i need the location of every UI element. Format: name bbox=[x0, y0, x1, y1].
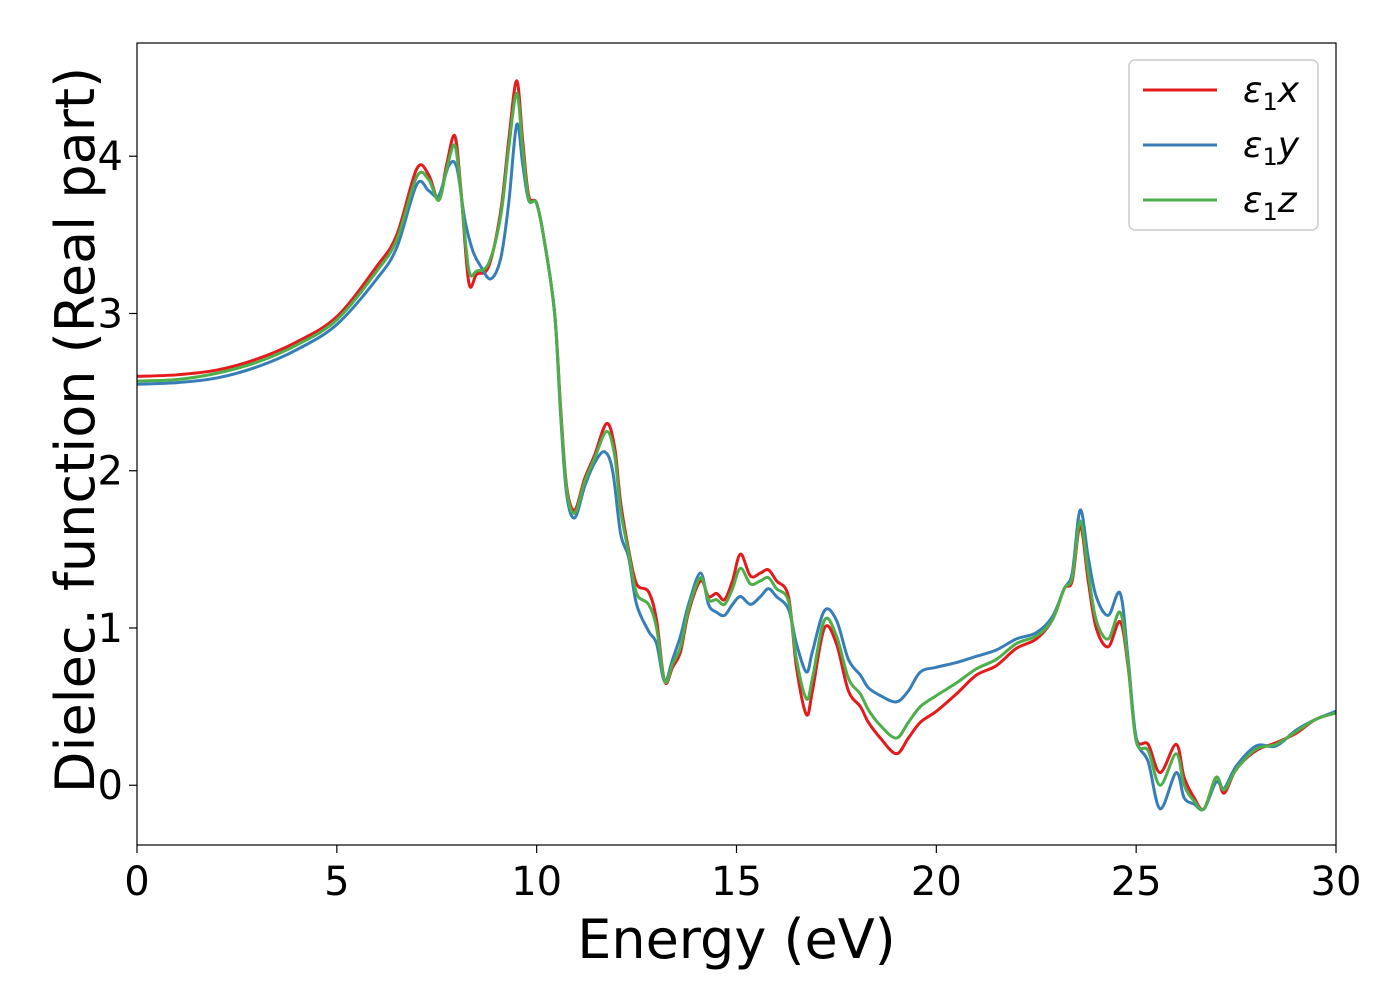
x-tick-label: 20 bbox=[911, 859, 962, 905]
legend-items: ε1x ε1y ε1z bbox=[1143, 70, 1300, 226]
x-tick-label: 0 bbox=[124, 859, 149, 905]
x-tick-label: 10 bbox=[511, 859, 562, 905]
y-tick-label: 3 bbox=[98, 291, 123, 337]
plot-frame bbox=[136, 42, 1337, 846]
y-tick-label: 0 bbox=[98, 763, 123, 809]
x-axis-label: Energy (eV) bbox=[577, 908, 896, 971]
legend: ε1x ε1y ε1z bbox=[1128, 59, 1319, 231]
legend-label-y: ε1y bbox=[1243, 125, 1300, 171]
y-tick-label: 4 bbox=[98, 134, 123, 180]
legend-label-x: ε1x bbox=[1243, 70, 1300, 116]
x-tick-label: 5 bbox=[324, 859, 349, 905]
series-line-y bbox=[137, 122, 1336, 812]
x-tick-label: 25 bbox=[1111, 859, 1162, 905]
legend-box bbox=[1128, 59, 1319, 231]
x-tick-label: 30 bbox=[1311, 859, 1362, 905]
tick-layer: 0 5 10 15 20 25 30 0 1 2 3 4 bbox=[98, 134, 1362, 905]
x-tick-label: 15 bbox=[711, 859, 762, 905]
legend-label-z: ε1z bbox=[1243, 180, 1298, 226]
series-line-z bbox=[137, 91, 1336, 812]
series-layer bbox=[137, 79, 1336, 812]
y-axis-label: Dielec. function (Real part) bbox=[44, 67, 107, 793]
y-tick-label: 1 bbox=[98, 606, 123, 652]
y-tick-label: 2 bbox=[98, 449, 123, 495]
